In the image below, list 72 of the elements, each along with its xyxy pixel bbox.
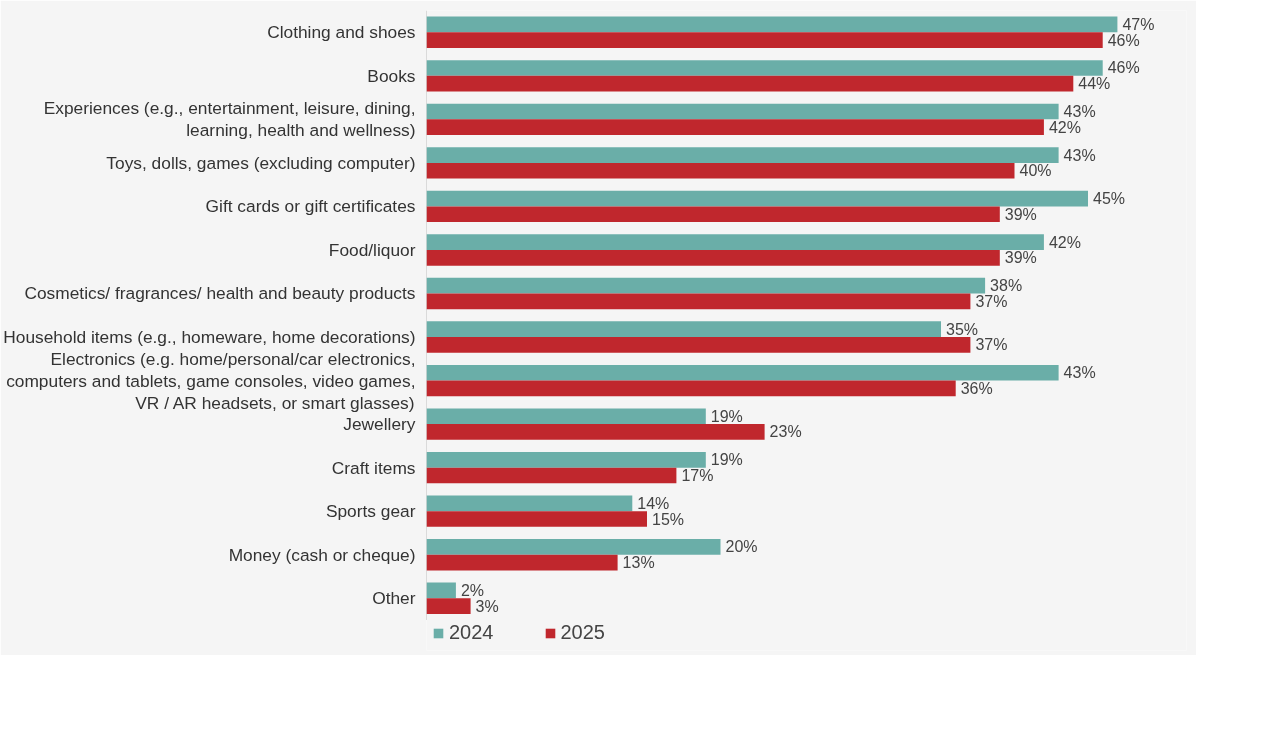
- y-tick-label: Jewellery: [343, 414, 416, 435]
- y-tick-label: Toys, dolls, games (excluding computer): [106, 152, 416, 173]
- y-tick-label: Craft items: [331, 457, 416, 478]
- bar: [426, 206, 1000, 223]
- y-tick-label: Gift cards or gift certificates: [205, 196, 416, 217]
- y-tick-label: Money (cash or cheque): [228, 544, 416, 565]
- data-label: 20%: [725, 538, 758, 556]
- bar: [426, 539, 721, 555]
- bar: [426, 162, 1015, 179]
- y-tick-label: Electronics (e.g. home/personal/car electronics, computers and tablets, game consoles, video games, VR / AR headsets, or smart glasses): [6, 348, 416, 413]
- data-label: 43%: [1063, 364, 1096, 382]
- bar: [426, 554, 618, 571]
- data-label: 42%: [1048, 233, 1081, 251]
- bar: [426, 277, 986, 294]
- data-label: 47%: [1122, 15, 1155, 33]
- data-label: 23%: [769, 423, 802, 441]
- data-label: 37%: [975, 292, 1008, 310]
- data-label: 17%: [681, 466, 714, 484]
- y-tick-label: Sports gear: [325, 501, 416, 522]
- data-label: 39%: [1004, 249, 1037, 267]
- data-label: 14%: [637, 494, 670, 512]
- bar: [426, 424, 765, 440]
- data-label: 39%: [1004, 205, 1037, 223]
- bar: [426, 408, 706, 425]
- data-label: 42%: [1048, 118, 1081, 136]
- bar: [426, 511, 647, 527]
- data-label: 3%: [475, 597, 499, 615]
- y-tick-label: Cosmetics/ fragrances/ health and beauty products: [24, 283, 416, 304]
- legend-label: 2024: [449, 621, 494, 644]
- data-label: 37%: [975, 336, 1008, 354]
- data-label: 44%: [1078, 75, 1111, 93]
- bar: [426, 293, 971, 310]
- bar: [426, 380, 956, 397]
- data-label: 40%: [1019, 162, 1052, 180]
- bar: [426, 75, 1074, 92]
- bar: [426, 16, 1118, 33]
- bar: [426, 495, 633, 512]
- bar: [426, 321, 942, 338]
- bar: [426, 337, 971, 353]
- bar: [426, 467, 677, 484]
- data-label: 19%: [710, 407, 743, 425]
- bar: [426, 119, 1044, 136]
- bar: [426, 582, 456, 599]
- y-tick-label: Household items (e.g., homeware, home decorations): [3, 327, 416, 348]
- data-label: 45%: [1093, 190, 1126, 208]
- data-label: 13%: [622, 554, 655, 572]
- bar: [426, 451, 706, 468]
- data-label: 43%: [1063, 146, 1096, 164]
- bar: [426, 32, 1103, 48]
- data-label: 19%: [710, 451, 743, 469]
- data-label: 36%: [960, 379, 993, 397]
- legend-label: 2025: [560, 621, 605, 644]
- data-label: 46%: [1107, 31, 1140, 49]
- bar: [426, 234, 1044, 250]
- data-label: 15%: [652, 510, 685, 528]
- data-label: 46%: [1107, 59, 1140, 77]
- data-label: 43%: [1063, 103, 1096, 121]
- data-label: 35%: [946, 320, 979, 338]
- y-tick-label: Clothing and shoes: [267, 22, 416, 43]
- bar: [426, 60, 1103, 76]
- y-tick-label: Food/liquor: [328, 239, 416, 260]
- y-tick-label: Other: [372, 588, 416, 609]
- bar: [426, 190, 1089, 207]
- bar: [426, 364, 1059, 381]
- data-label: 38%: [990, 277, 1023, 295]
- y-tick-label: Books: [367, 65, 416, 86]
- bar: [426, 147, 1059, 163]
- y-tick-label: Experiences (e.g., entertainment, leisure, dining, learning, health and wellness): [43, 98, 416, 141]
- bar: [426, 249, 1000, 266]
- bar: [426, 598, 471, 614]
- data-label: 2%: [460, 581, 485, 599]
- bar: [426, 103, 1059, 120]
